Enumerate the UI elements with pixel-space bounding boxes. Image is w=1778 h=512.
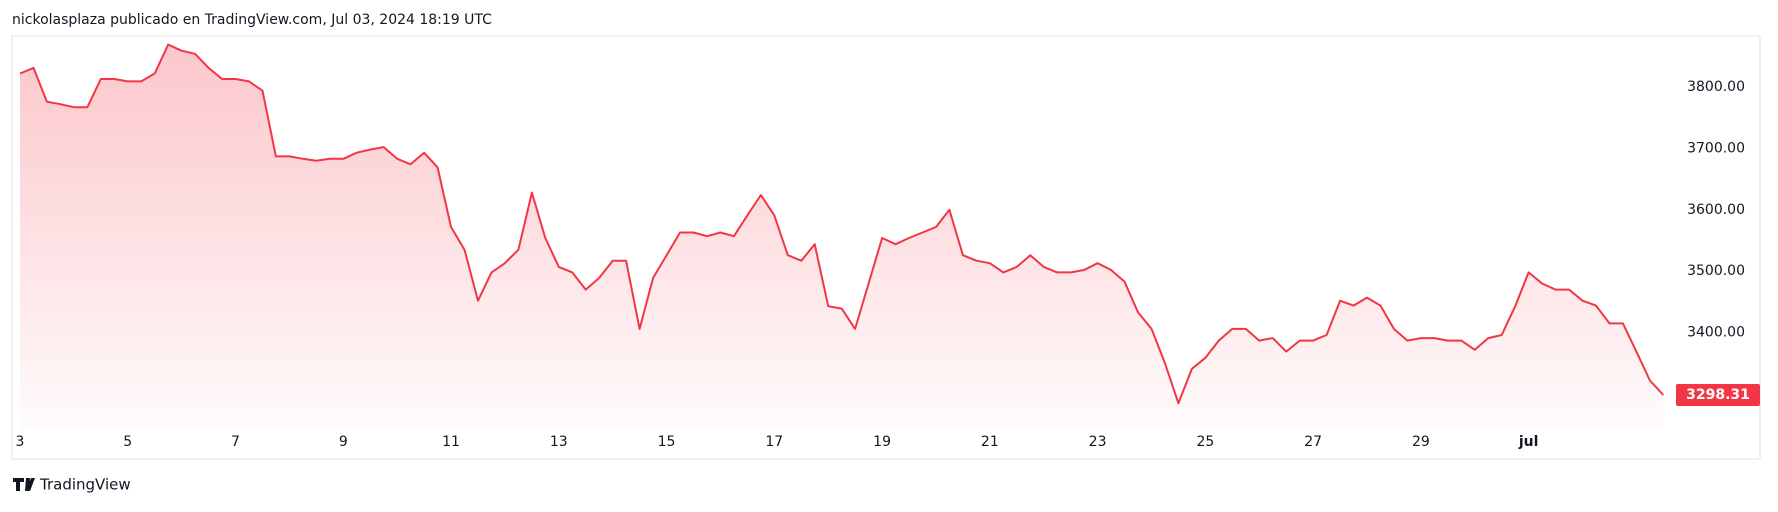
x-tick-label: 25 — [1196, 434, 1214, 450]
x-tick-label: 9 — [339, 434, 348, 450]
chart-frame — [11, 35, 1761, 460]
x-tick-label: 3 — [16, 434, 25, 450]
x-tick-label: 11 — [442, 434, 460, 450]
y-tick-label: 3600.00 — [1687, 202, 1745, 218]
footer-logo: TradingView — [13, 476, 131, 494]
footer-brand: TradingView — [39, 476, 131, 494]
y-tick-label: 3800.00 — [1687, 79, 1745, 95]
x-tick-label: jul — [1518, 434, 1539, 450]
x-tick-label: 7 — [231, 434, 240, 450]
last-price-label: 3298.31 — [1686, 387, 1750, 403]
x-tick-label: 17 — [765, 434, 783, 450]
y-tick-label: 3700.00 — [1687, 140, 1745, 156]
x-tick-label: 19 — [873, 434, 891, 450]
y-tick-label: 3400.00 — [1687, 325, 1745, 341]
x-tick-label: 15 — [658, 434, 676, 450]
x-tick-label: 13 — [550, 434, 568, 450]
y-tick-label: 3500.00 — [1687, 263, 1745, 279]
price-line — [19, 43, 1665, 405]
header-text: nickolasplaza publicado en TradingView.c… — [12, 12, 492, 28]
x-tick-label: 21 — [981, 434, 999, 450]
x-tick-label: 29 — [1412, 434, 1430, 450]
x-tick-label: 27 — [1304, 434, 1322, 450]
x-tick-label: 5 — [123, 434, 132, 450]
last-price-tag — [1676, 384, 1760, 407]
area-fill — [20, 44, 1664, 429]
x-tick-label: 23 — [1089, 434, 1107, 450]
